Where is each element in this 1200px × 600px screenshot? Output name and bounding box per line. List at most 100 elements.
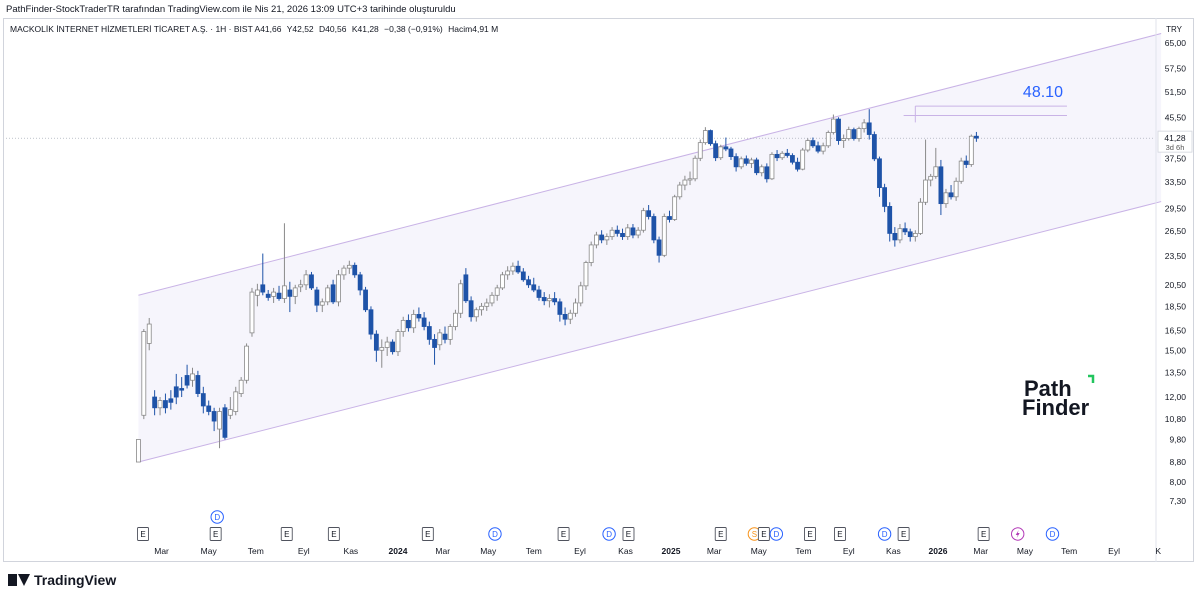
low-value: 40,56 bbox=[325, 24, 347, 34]
candle-body bbox=[222, 407, 228, 438]
candle-body bbox=[233, 391, 239, 412]
candle-body bbox=[841, 138, 847, 141]
price-tick-label: 23,50 bbox=[1165, 251, 1187, 261]
dividend-marker bbox=[769, 527, 784, 541]
earnings-marker-label: E bbox=[213, 530, 218, 539]
last-price-tag bbox=[1157, 130, 1193, 153]
time-tick-label: Tem bbox=[795, 546, 811, 556]
candle-body bbox=[630, 227, 636, 236]
candle-body bbox=[963, 160, 969, 165]
candle-body bbox=[672, 196, 678, 220]
channel-lower-line bbox=[138, 201, 1162, 463]
time-tick-label: Kas bbox=[618, 546, 633, 556]
time-tick-label: Kas bbox=[886, 546, 901, 556]
candle-body bbox=[764, 166, 770, 180]
candle-body bbox=[723, 146, 729, 150]
candle-body bbox=[384, 341, 390, 348]
earnings-marker-label: E bbox=[561, 530, 566, 539]
candle-body bbox=[271, 291, 277, 297]
dividend-marker-label: D bbox=[882, 530, 888, 539]
candle-body bbox=[432, 338, 437, 348]
time-tick-label: May bbox=[1017, 546, 1034, 556]
time-tick-label: May bbox=[751, 546, 768, 556]
candle-body bbox=[416, 314, 422, 319]
dividend-marker-label: D bbox=[1050, 530, 1056, 539]
candle-body bbox=[743, 158, 749, 164]
time-tick-label: Eyl bbox=[843, 546, 855, 556]
candle-body bbox=[923, 179, 928, 203]
candle-body bbox=[620, 233, 625, 238]
candle-body bbox=[227, 409, 233, 416]
candle-body bbox=[211, 411, 217, 422]
candle-body bbox=[820, 145, 826, 152]
candle-body bbox=[200, 393, 206, 407]
candle-body bbox=[769, 153, 775, 180]
high-value: 42,52 bbox=[292, 24, 314, 34]
earnings-marker bbox=[421, 527, 434, 541]
candle-body bbox=[292, 287, 298, 297]
dividend-marker-label: D bbox=[606, 530, 612, 539]
candle-body bbox=[303, 274, 309, 286]
time-tick-label: Eyl bbox=[1108, 546, 1120, 556]
candle-body bbox=[588, 244, 594, 263]
earnings-marker bbox=[757, 527, 770, 541]
last-price-countdown: 3d 6h bbox=[1166, 143, 1185, 152]
candle-body bbox=[173, 386, 179, 398]
candle-body bbox=[536, 289, 542, 298]
candle-body bbox=[336, 274, 341, 303]
candle-body bbox=[141, 331, 147, 416]
candle-body bbox=[395, 331, 401, 353]
candle-body bbox=[163, 400, 168, 409]
candle-body bbox=[265, 293, 271, 298]
price-tick-label: 15,00 bbox=[1165, 345, 1187, 355]
candle-body bbox=[244, 345, 249, 381]
time-tick-label: 2024 bbox=[389, 546, 408, 556]
candle-body bbox=[357, 274, 363, 291]
candle-body bbox=[552, 298, 558, 303]
candle-body bbox=[526, 279, 531, 286]
close-value: 41,28 bbox=[357, 24, 379, 34]
currency-label: TRY bbox=[1166, 25, 1183, 34]
candle-body bbox=[825, 132, 831, 147]
candle-body bbox=[599, 234, 605, 241]
candle-body bbox=[594, 234, 599, 246]
time-tick-label: Tem bbox=[1061, 546, 1077, 556]
earnings-marker bbox=[327, 527, 340, 541]
time-tick-label: May bbox=[480, 546, 497, 556]
candle-body bbox=[795, 161, 800, 170]
open-value: 41,66 bbox=[260, 24, 282, 34]
price-tick-label: 9,80 bbox=[1169, 434, 1186, 444]
candle-body bbox=[379, 347, 385, 351]
candle-body bbox=[184, 375, 190, 386]
channel-fill bbox=[138, 33, 1162, 463]
price-tick-label: 37,50 bbox=[1165, 153, 1187, 163]
candle-body bbox=[505, 270, 511, 276]
candle-body bbox=[697, 142, 703, 159]
earnings-marker bbox=[897, 527, 910, 541]
symbol-name[interactable]: MACKOLİK İNTERNET HİZMETLERİ TİCARET A.Ş… bbox=[10, 24, 253, 34]
earnings-marker-label: E bbox=[837, 530, 842, 539]
earnings-marker-label: E bbox=[807, 530, 812, 539]
last-price-value: 41,28 bbox=[1164, 133, 1186, 143]
candle-body bbox=[677, 184, 683, 198]
candle-body bbox=[713, 143, 719, 159]
dividend-marker bbox=[488, 527, 502, 541]
candle-body bbox=[968, 135, 974, 165]
candle-body bbox=[625, 227, 631, 238]
candle-body bbox=[346, 264, 352, 269]
candle-body bbox=[958, 160, 964, 182]
earnings-marker-label: E bbox=[140, 530, 145, 539]
candle-body bbox=[892, 233, 898, 241]
candle-body bbox=[692, 157, 698, 180]
earnings-marker-label: E bbox=[761, 530, 766, 539]
time-tick-label: K bbox=[1155, 546, 1161, 556]
candle-body bbox=[902, 228, 908, 233]
tradingview-logo[interactable]: TradingView bbox=[8, 572, 116, 588]
pathfinder-arrow-icon bbox=[1088, 374, 1095, 383]
candle-body bbox=[330, 284, 336, 303]
candle-body bbox=[851, 129, 857, 139]
candle-body bbox=[442, 333, 448, 340]
earnings-marker bbox=[804, 527, 816, 541]
candle-body bbox=[541, 297, 547, 302]
